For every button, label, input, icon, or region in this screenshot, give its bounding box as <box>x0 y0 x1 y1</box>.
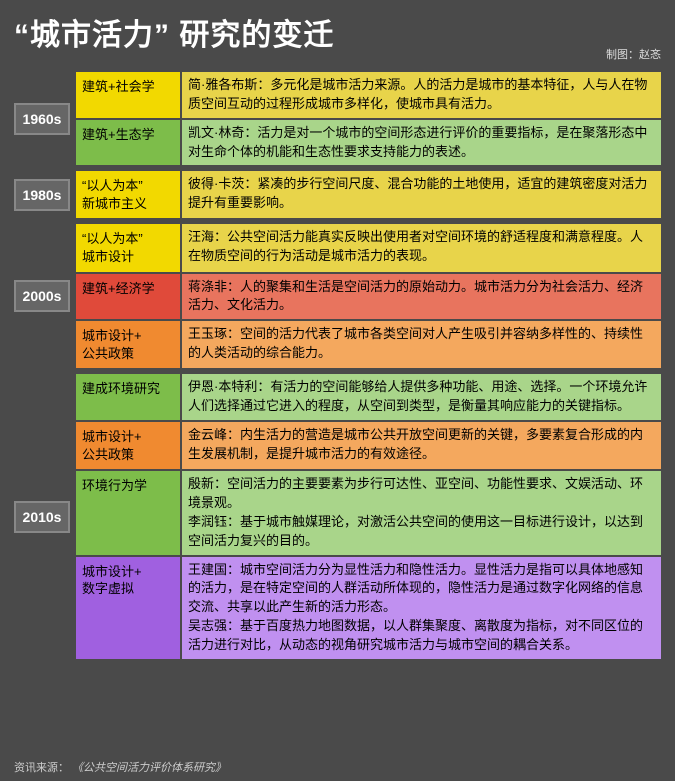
category-cell: “以人为本” 新城市主义 <box>76 171 180 218</box>
era-label: 1960s <box>14 103 70 135</box>
era: 2010s 建成环境研究伊恩·本特利：有活力的空间能够给人提供多种功能、用途、选择… <box>14 374 661 658</box>
category-cell: 城市设计+ 数字虚拟 <box>76 557 180 659</box>
table-row: 环境行为学殷新：空间活力的主要要素为步行可达性、亚空间、功能性要求、文娱活动、环… <box>76 471 661 554</box>
table-row: 城市设计+ 数字虚拟王建国：城市空间活力分为显性活力和隐性活力。显性活力是指可以… <box>76 557 661 659</box>
category-cell: “以人为本” 城市设计 <box>76 224 180 271</box>
description-cell: 王玉琢：空间的活力代表了城市各类空间对人产生吸引并容纳多样性的、持续性的人类活动… <box>182 321 661 368</box>
description-cell: 金云峰：内生活力的营造是城市公共开放空间更新的关键，多要素复合形成的内生发展机制… <box>182 422 661 469</box>
header: “城市活力” 研究的变迁 制图：赵忞 <box>0 0 675 72</box>
credit: 制图：赵忞 <box>606 46 661 62</box>
table-row: 建筑+社会学简·雅各布斯：多元化是城市活力来源。人的活力是城市的基本特征，人与人… <box>76 72 661 118</box>
era-label: 2000s <box>14 280 70 312</box>
description-cell: 凯文·林奇：活力是对一个城市的空间形态进行评价的重要指标，是在聚落形态中对生命个… <box>182 120 661 166</box>
category-cell: 建成环境研究 <box>76 374 180 420</box>
description-cell: 殷新：空间活力的主要要素为步行可达性、亚空间、功能性要求、文娱活动、环境景观。 … <box>182 471 661 554</box>
category-cell: 建筑+生态学 <box>76 120 180 166</box>
description-cell: 汪海：公共空间活力能真实反映出使用者对空间环境的舒适程度和满意程度。人在物质空间… <box>182 224 661 271</box>
category-cell: 建筑+社会学 <box>76 72 180 118</box>
table-row: 建筑+生态学凯文·林奇：活力是对一个城市的空间形态进行评价的重要指标，是在聚落形… <box>76 120 661 166</box>
table-row: 建成环境研究伊恩·本特利：有活力的空间能够给人提供多种功能、用途、选择。一个环境… <box>76 374 661 420</box>
description-cell: 简·雅各布斯：多元化是城市活力来源。人的活力是城市的基本特征，人与人在物质空间互… <box>182 72 661 118</box>
footer: 资讯来源： 《公共空间活力评价体系研究》 <box>14 759 226 775</box>
category-cell: 建筑+经济学 <box>76 274 180 320</box>
footer-source: 《公共空间活力评价体系研究》 <box>72 762 226 774</box>
description-cell: 蒋涤非：人的聚集和生活是空间活力的原始动力。城市活力分为社会活力、经济活力、文化… <box>182 274 661 320</box>
timeline-body: 1960s建筑+社会学简·雅各布斯：多元化是城市活力来源。人的活力是城市的基本特… <box>0 72 675 659</box>
page: “城市活力” 研究的变迁 制图：赵忞 1960s建筑+社会学简·雅各布斯：多元化… <box>0 0 675 781</box>
category-cell: 城市设计+ 公共政策 <box>76 422 180 469</box>
description-cell: 王建国：城市空间活力分为显性活力和隐性活力。显性活力是指可以具体地感知的活力，是… <box>182 557 661 659</box>
category-cell: 城市设计+ 公共政策 <box>76 321 180 368</box>
description-cell: 彼得·卡茨：紧凑的步行空间尺度、混合功能的土地使用，适宜的建筑密度对活力提升有重… <box>182 171 661 218</box>
footer-label: 资讯来源： <box>14 762 69 774</box>
category-cell: 环境行为学 <box>76 471 180 554</box>
era-label: 2010s <box>14 501 70 533</box>
page-title: “城市活力” 研究的变迁 <box>14 10 661 54</box>
description-cell: 伊恩·本特利：有活力的空间能够给人提供多种功能、用途、选择。一个环境允许人们选择… <box>182 374 661 420</box>
table-row: 建筑+经济学蒋涤非：人的聚集和生活是空间活力的原始动力。城市活力分为社会活力、经… <box>76 274 661 320</box>
table-row: “以人为本” 新城市主义彼得·卡茨：紧凑的步行空间尺度、混合功能的土地使用，适宜… <box>76 171 661 218</box>
table-row: 城市设计+ 公共政策金云峰：内生活力的营造是城市公共开放空间更新的关键，多要素复… <box>76 422 661 469</box>
table-row: 城市设计+ 公共政策王玉琢：空间的活力代表了城市各类空间对人产生吸引并容纳多样性… <box>76 321 661 368</box>
era-label: 1980s <box>14 179 70 211</box>
table-row: “以人为本” 城市设计汪海：公共空间活力能真实反映出使用者对空间环境的舒适程度和… <box>76 224 661 271</box>
era: 1960s建筑+社会学简·雅各布斯：多元化是城市活力来源。人的活力是城市的基本特… <box>14 72 661 165</box>
era: 2000s“以人为本” 城市设计汪海：公共空间活力能真实反映出使用者对空间环境的… <box>14 224 661 368</box>
era: 1980s“以人为本” 新城市主义彼得·卡茨：紧凑的步行空间尺度、混合功能的土地… <box>14 171 661 218</box>
